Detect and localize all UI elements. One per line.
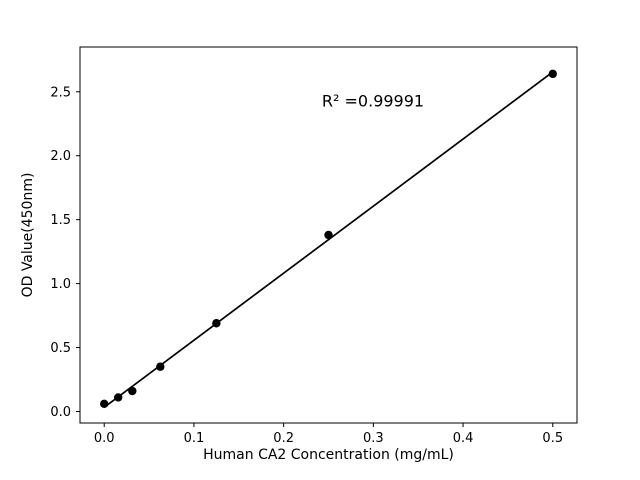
x-axis-label: Human CA2 Concentration (mg/mL) [203, 447, 454, 463]
y-tick-label: 0.0 [50, 405, 71, 420]
data-point [156, 362, 165, 371]
data-point [128, 386, 137, 396]
fit-line [103, 71, 554, 409]
data-point [114, 393, 123, 402]
x-tick-label: 0.4 [453, 431, 474, 446]
x-tick-label: 0.1 [184, 431, 205, 446]
data-point [100, 399, 109, 409]
y-tick-label: 1.5 [50, 213, 71, 228]
data-point [548, 69, 557, 79]
x-tick-label: 0.0 [94, 431, 115, 446]
r-squared-annotation: R² =0.99991 [321, 91, 425, 111]
y-tick-label: 1.0 [50, 277, 71, 292]
x-tick-label: 0.5 [542, 431, 563, 446]
plot-border [79, 46, 578, 424]
y-axis-label: OD Value(450nm) [20, 172, 36, 298]
y-tick-label: 0.5 [50, 341, 71, 356]
data-point [212, 319, 221, 328]
x-tick-label: 0.2 [273, 431, 294, 446]
y-tick-label: 2.5 [50, 85, 71, 100]
y-tick-label: 2.0 [50, 149, 71, 164]
data-point [324, 230, 333, 240]
x-tick-label: 0.3 [363, 431, 384, 446]
